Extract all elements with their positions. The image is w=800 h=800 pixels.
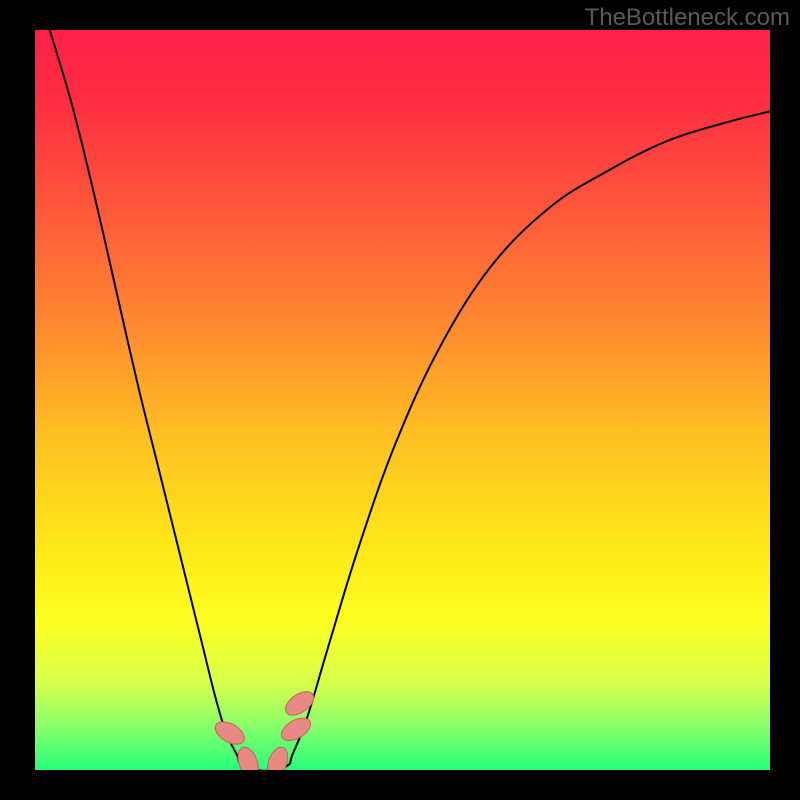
- marker-point: [234, 744, 262, 770]
- watermark-text: TheBottleneck.com: [585, 4, 790, 32]
- marker-point: [281, 687, 318, 720]
- outer-frame: TheBottleneck.com: [0, 0, 800, 800]
- curve-overlay: [35, 30, 770, 770]
- marker-group: [211, 687, 317, 770]
- marker-point: [211, 717, 248, 749]
- plot-area: [35, 30, 770, 770]
- marker-point: [278, 714, 315, 746]
- bottleneck-curve: [50, 30, 770, 770]
